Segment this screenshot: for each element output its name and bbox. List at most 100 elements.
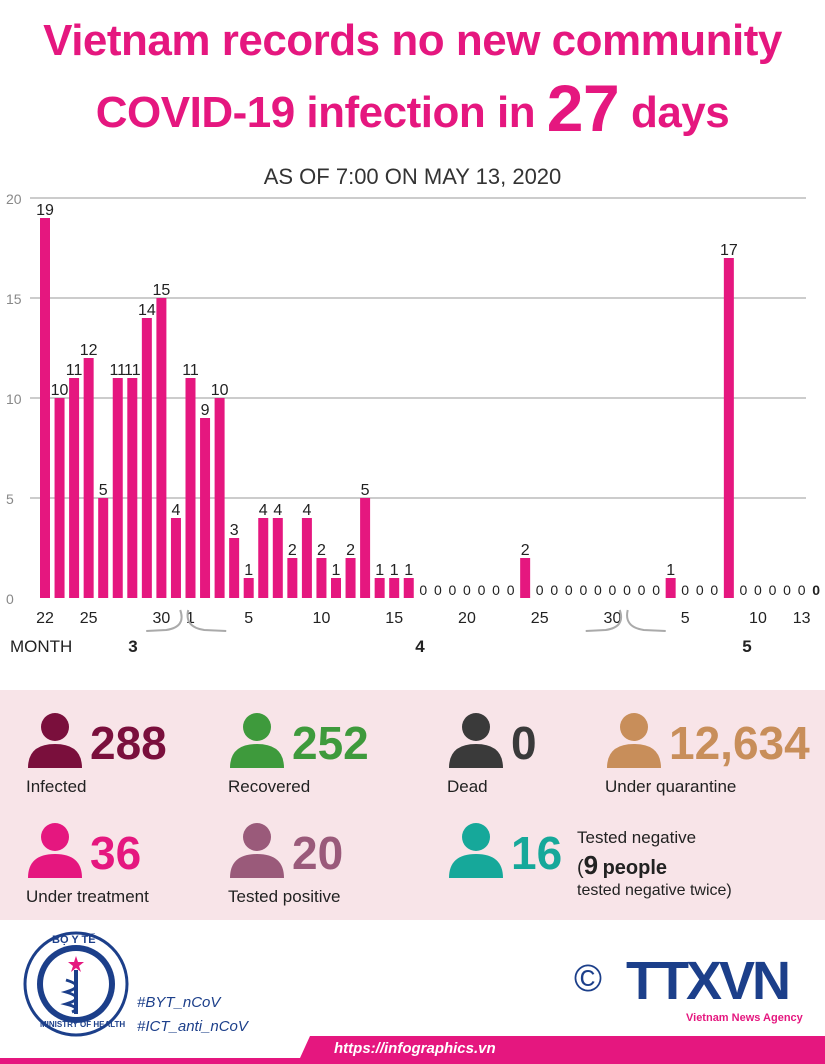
bar-value-label: 4 (302, 502, 311, 519)
ministry-bottom-text: MINISTRY OF HEALTH (40, 1020, 126, 1029)
bar-value-label: 4 (171, 502, 180, 519)
bar-value-label: 0 (769, 582, 777, 598)
bar (301, 518, 312, 598)
bar-value-label: 4 (259, 502, 268, 519)
chart-subtitle: AS OF 7:00 ON MAY 13, 2020 (263, 164, 562, 189)
bar-value-label: 2 (288, 542, 297, 559)
y-tick-label: 0 (6, 591, 14, 607)
bar-value-label: 0 (507, 582, 515, 598)
negative-twice-label: tested negative twice) (577, 882, 732, 899)
month-divider (146, 609, 183, 632)
copyright-icon: © (574, 958, 602, 1000)
bar (156, 298, 167, 598)
quarantine-person-icon (605, 710, 663, 768)
y-tick-label: 20 (6, 191, 22, 207)
x-tick-label: 13 (793, 610, 811, 627)
x-tick-label: 15 (385, 610, 403, 627)
agency-name: Vietnam News Agency (686, 1012, 803, 1024)
x-tick-label: 10 (749, 610, 767, 627)
bar-value-label: 2 (346, 542, 355, 559)
bar-value-label: 10 (211, 382, 229, 399)
footer: BỘ Y TẾ MINISTRY OF HEALTH #BYT_nCoV #IC… (0, 920, 825, 1064)
bar (243, 578, 254, 598)
y-tick-label: 15 (6, 291, 22, 307)
website-link[interactable]: https://infographics.vn (334, 1040, 496, 1057)
negative-twice-count: (9 people (577, 850, 668, 880)
dead-person-icon (447, 710, 505, 768)
bar-value-label: 15 (153, 282, 171, 299)
treatment-label: Under treatment (26, 887, 149, 906)
headline-line-2: COVID-19 infection in 27 days (0, 70, 825, 146)
bar-value-label: 0 (565, 582, 573, 598)
bar-value-label: 1 (390, 562, 399, 579)
bar (69, 378, 80, 598)
bar-value-label: 14 (138, 302, 156, 319)
x-tick-label: 20 (458, 610, 476, 627)
ttxvn-logo: TTXVN (626, 951, 791, 1011)
bar-value-label: 0 (754, 582, 762, 598)
bar (360, 498, 371, 598)
tested_negative-count: 16 (511, 827, 563, 879)
bar-value-label: 4 (273, 502, 282, 519)
bar-value-label: 0 (652, 582, 660, 598)
bar (258, 518, 269, 598)
x-tick-label: 10 (313, 610, 331, 627)
month-label: 4 (415, 637, 425, 656)
bar-value-label: 0 (550, 582, 558, 598)
bar (54, 398, 65, 598)
month-divider (626, 609, 666, 632)
bar-value-label: 12 (80, 342, 98, 359)
bar (331, 578, 341, 598)
month-divider (585, 609, 623, 632)
bar-value-label: 0 (579, 582, 587, 598)
bar-value-label: 11 (124, 362, 141, 379)
bar (98, 498, 109, 598)
url-banner (0, 1036, 825, 1064)
x-tick-label: 30 (153, 610, 171, 627)
tested_positive-label: Tested positive (228, 887, 341, 906)
bar-value-label: 1 (375, 562, 384, 579)
headline-days-number: 27 (546, 71, 620, 145)
ministry-of-health-logo (23, 931, 129, 1037)
x-tick-label: 25 (80, 610, 98, 627)
bar-value-label: 2 (317, 542, 326, 559)
bar-value-label: 0 (783, 582, 791, 598)
month-label: 5 (742, 637, 751, 656)
bar (345, 558, 356, 598)
bar (229, 538, 240, 598)
bar (200, 418, 211, 598)
bar-value-label: 1 (244, 562, 253, 579)
y-tick-label: 10 (6, 391, 22, 407)
treatment-count: 36 (90, 827, 142, 879)
bar (127, 378, 138, 598)
bar-value-label: 11 (66, 362, 83, 379)
bar (374, 578, 385, 598)
month-axis-label: MONTH (10, 637, 72, 656)
y-tick-label: 5 (6, 491, 14, 507)
recovered-count: 252 (292, 717, 369, 769)
bar (403, 578, 414, 598)
x-tick-label: 5 (681, 610, 690, 627)
infected-label: Infected (26, 777, 87, 796)
infected-person-icon (26, 710, 84, 768)
x-tick-label: 25 (531, 610, 549, 627)
bar-value-label: 0 (492, 582, 500, 598)
recovered-label: Recovered (228, 777, 311, 796)
tested_negative-person-icon (447, 820, 505, 878)
bar (665, 578, 676, 598)
hashtag-byt[interactable]: #BYT_nCoV (137, 994, 221, 1011)
hashtag-ict[interactable]: #ICT_anti_nCoV (137, 1018, 248, 1035)
bar-value-label: 3 (230, 522, 239, 539)
tested_positive-count: 20 (292, 827, 344, 879)
infected-count: 288 (90, 717, 167, 769)
bar-value-label: 2 (521, 542, 530, 559)
stats-panel: 288 Infected 252 Recovered 0 Dead 12,634 Under … (0, 690, 825, 920)
quarantine-count: 12,634 (669, 717, 810, 769)
headline-prefix: COVID-19 infection in (95, 88, 547, 137)
bar-value-label: 0 (681, 582, 689, 598)
bar (40, 218, 50, 598)
bar-value-label: 1 (404, 562, 413, 579)
bar-value-label: 0 (449, 582, 457, 598)
bar (287, 558, 298, 598)
